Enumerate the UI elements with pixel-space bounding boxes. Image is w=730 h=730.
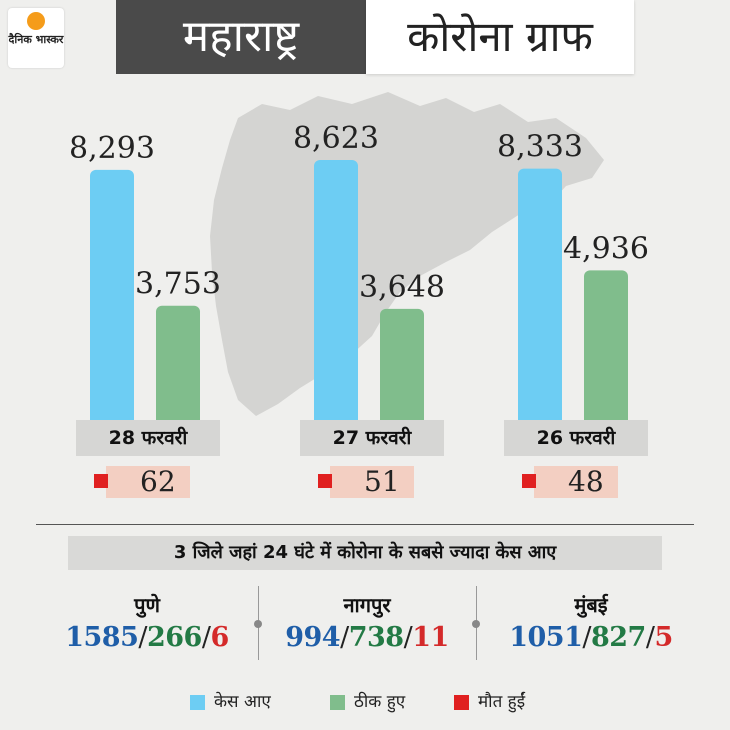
stat-separator: / [340, 622, 349, 653]
district-stats: 994/738/11 [262, 620, 472, 656]
deaths-value: 51 [364, 465, 400, 498]
date-label: 28 फरवरी [76, 420, 220, 456]
stat-separator: / [582, 622, 591, 653]
stat-separator: / [201, 622, 211, 653]
bar-value-label: 8,293 [69, 131, 155, 166]
date-label: 27 फरवरी [300, 420, 444, 456]
deaths-marker-icon [522, 474, 536, 488]
district-cases: 994 [285, 622, 341, 653]
legend-item-cases: केस आए [190, 690, 271, 714]
square-green-icon [330, 695, 345, 710]
deaths-box: 51 [318, 465, 414, 498]
legend-label: केस आए [214, 692, 271, 712]
deaths-box: 48 [522, 465, 618, 498]
district-stats: 1051/827/5 [486, 620, 696, 656]
square-blue-icon [190, 695, 205, 710]
dainik-bhaskar-logo: दैनिक भास्कर [8, 8, 64, 68]
date-label: 26 फरवरी [504, 420, 648, 456]
district-cases: 1585 [65, 622, 139, 653]
stat-separator: / [645, 622, 655, 653]
divider [36, 524, 694, 525]
district-mumbai: मुंबई 1051/827/5 [486, 590, 696, 656]
district-deaths: 5 [654, 622, 673, 653]
district-recovered: 738 [348, 622, 404, 653]
district-nagpur: नागपुर 994/738/11 [262, 590, 472, 656]
district-deaths: 11 [412, 622, 449, 653]
bar-cases [518, 168, 562, 426]
districts-heading: 3 जिले जहां 24 घंटे में कोरोना के सबसे ज… [68, 536, 662, 570]
legend-label: ठीक हुए [354, 692, 406, 712]
logo-text: दैनिक भास्कर [8, 33, 64, 46]
bar-recovered [380, 308, 424, 426]
district-deaths: 6 [210, 622, 229, 653]
bar-value-label: 4,936 [563, 231, 649, 266]
district-name: मुंबई [574, 593, 608, 617]
bar-value-label: 3,753 [135, 267, 221, 302]
bar-recovered [156, 305, 200, 426]
district-name: नागपुर [343, 593, 391, 617]
district-pune: पुणे 1585/266/6 [42, 590, 252, 656]
title-region: महाराष्ट्र [116, 0, 366, 74]
deaths-value: 48 [568, 465, 604, 498]
deaths-marker-icon [94, 474, 108, 488]
sun-icon [27, 12, 45, 30]
divider-dot [472, 620, 480, 628]
legend-item-deaths: मौत हुईं [454, 690, 525, 714]
bar-value-label: 8,333 [497, 130, 583, 165]
bar-cases [314, 160, 358, 426]
bar-recovered [584, 270, 628, 426]
deaths-box: 62 [94, 465, 190, 498]
title-topic: कोरोना ग्राफ [366, 0, 634, 74]
bar-cases [90, 169, 134, 426]
district-recovered: 266 [146, 622, 202, 653]
bar-value-label: 8,623 [293, 121, 379, 156]
district-cases: 1051 [509, 622, 583, 653]
district-stats: 1585/266/6 [42, 620, 252, 656]
legend-label: मौत हुईं [478, 692, 526, 712]
deaths-value: 62 [140, 465, 176, 498]
district-name: पुणे [134, 593, 160, 617]
stat-separator: / [403, 622, 413, 653]
legend-item-recovered: ठीक हुए [330, 690, 405, 714]
deaths-marker-icon [318, 474, 332, 488]
divider-dot [254, 620, 262, 628]
district-recovered: 827 [590, 622, 646, 653]
bar-value-label: 3,648 [359, 270, 445, 305]
stat-separator: / [138, 622, 147, 653]
square-red-icon [454, 695, 469, 710]
